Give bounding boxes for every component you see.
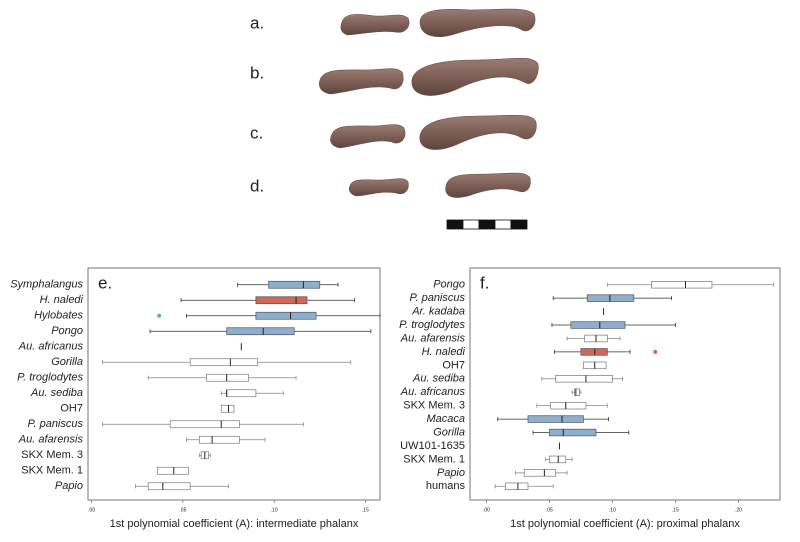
- category-label: P. paniscus: [410, 292, 466, 304]
- category-label: Hylobates: [34, 310, 83, 322]
- x-tick-label: .00: [483, 507, 490, 513]
- x-axis-label: 1st polynomial coefficient (A): intermed…: [110, 518, 359, 530]
- panel-label: e.: [98, 273, 112, 292]
- box: [220, 404, 235, 413]
- category-label: Papio: [437, 467, 465, 479]
- category-label: H. naledi: [40, 294, 84, 306]
- box: [206, 373, 249, 382]
- x-tick-label: .15: [362, 507, 369, 513]
- x-axis-label: 1st polynomial coefficient (A): proximal…: [510, 518, 740, 530]
- box: [523, 469, 557, 477]
- category-label: SKX Mem. 1: [21, 465, 83, 477]
- box: [651, 281, 713, 289]
- x-tick-label: .15: [672, 507, 679, 513]
- category-label: Au. afarensis: [400, 332, 466, 344]
- box: [570, 321, 626, 329]
- box: [580, 348, 608, 356]
- category-label: Ar. kadaba: [411, 306, 465, 318]
- bone: [419, 8, 536, 37]
- box: [157, 466, 189, 475]
- box: [527, 415, 584, 423]
- category-label: Pongo: [51, 325, 83, 337]
- outlier: [653, 349, 658, 354]
- bone: [411, 57, 539, 96]
- box: [268, 280, 321, 289]
- box: [198, 435, 240, 444]
- category-label: Au. sediba: [30, 387, 83, 399]
- box: [549, 428, 597, 437]
- x-tick-label: .10: [271, 507, 278, 513]
- scale-bar: [446, 219, 528, 230]
- x-tick-label: .20: [735, 507, 742, 513]
- box: [255, 296, 308, 305]
- category-label: Gorilla: [433, 426, 465, 438]
- category-label: Pongo: [433, 279, 465, 291]
- bone: [419, 114, 537, 150]
- category-label: H. naledi: [422, 346, 466, 358]
- category-label: SKX Mem. 3: [403, 400, 465, 412]
- category-label: UW101-1635: [400, 440, 465, 452]
- box: [255, 311, 317, 320]
- box: [189, 358, 259, 367]
- category-label: SKX Mem. 3: [21, 449, 83, 461]
- photo-label: c.: [250, 123, 263, 142]
- category-label: Au. afarensis: [18, 434, 84, 446]
- category-label: Au. africanus: [400, 386, 466, 398]
- category-label: Macaca: [426, 413, 465, 425]
- box: [504, 482, 529, 490]
- bone: [319, 68, 404, 95]
- box: [586, 294, 635, 302]
- category-label: P. troglodytes: [17, 372, 83, 384]
- bone: [330, 124, 406, 149]
- category-label: humans: [426, 480, 466, 492]
- box: [226, 389, 257, 398]
- plot-frame: [469, 267, 781, 501]
- bone: [340, 14, 410, 36]
- x-tick-label: .05: [546, 507, 553, 513]
- category-label: Au. sediba: [412, 373, 465, 385]
- photos: a. b. c. d.: [250, 8, 539, 230]
- box: [574, 388, 580, 396]
- category-label: OH7: [442, 359, 465, 371]
- x-tick-label: .00: [88, 507, 95, 513]
- plot-frame: [87, 267, 381, 501]
- box: [169, 420, 240, 429]
- category-label: Papio: [55, 480, 83, 492]
- x-tick-label: .05: [179, 507, 186, 513]
- box: [549, 455, 567, 464]
- category-label: OH7: [60, 403, 83, 415]
- category-label: Au. africanus: [18, 341, 84, 353]
- box: [555, 375, 613, 383]
- category-label: P. paniscus: [28, 418, 84, 430]
- photo-label: b.: [250, 63, 264, 82]
- bone: [348, 178, 409, 197]
- photo-label: d.: [250, 176, 264, 195]
- x-tick-label: .10: [609, 507, 616, 513]
- box: [550, 401, 587, 410]
- category-label: P. troglodytes: [399, 319, 465, 331]
- category-label: SKX Mem. 1: [403, 453, 465, 465]
- box: [147, 482, 191, 491]
- category-label: Symphalangus: [10, 279, 83, 291]
- outlier: [157, 313, 162, 318]
- bone: [445, 172, 531, 198]
- panel-label: f.: [480, 273, 489, 292]
- photo-label: a.: [250, 13, 264, 32]
- category-label: Gorilla: [51, 356, 83, 368]
- box: [226, 327, 295, 336]
